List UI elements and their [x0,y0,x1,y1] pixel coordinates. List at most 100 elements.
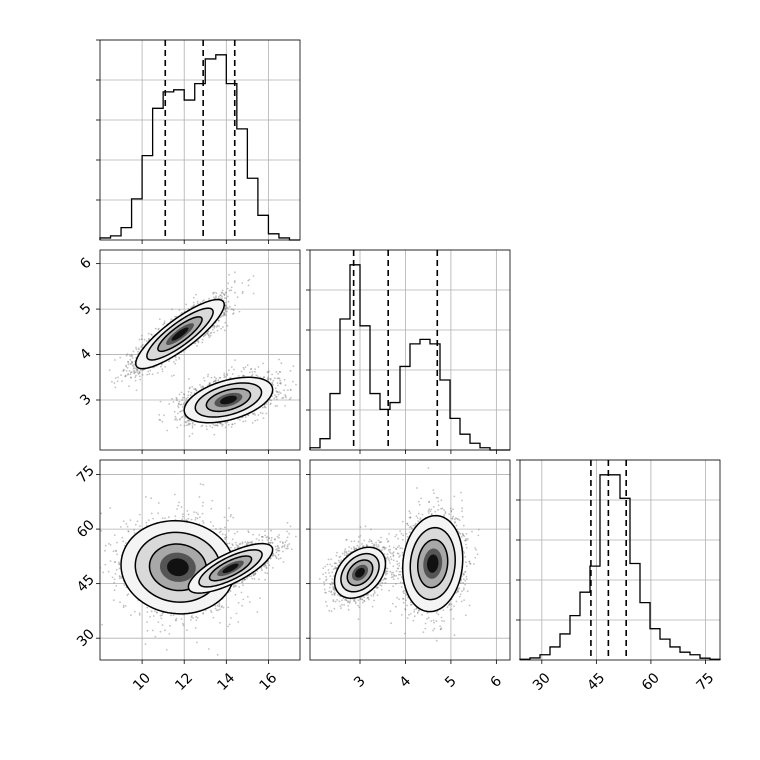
sample-point [130,361,133,364]
sample-point [276,391,279,393]
sample-point [139,369,142,371]
sample-point [227,282,230,285]
sample-point [169,624,171,627]
sample-point [134,367,137,370]
sample-point [272,380,275,382]
sample-point [127,373,129,376]
sample-point [187,390,190,393]
sample-point [142,369,145,371]
sample-point [275,390,278,392]
sample-point [216,424,218,427]
sample-point [223,372,226,375]
sample-point [207,330,210,333]
sample-point [232,308,234,311]
sample-point [154,635,157,638]
sample-point [242,420,245,423]
sample-point [120,374,122,376]
sample-point [152,629,154,632]
sample-point [285,396,287,399]
sample-point [269,377,272,380]
sample-point [191,426,194,429]
sample-point [177,403,180,405]
sample-point [226,324,229,327]
sample-point [256,375,259,378]
sample-point [223,516,226,519]
sample-point [163,320,166,323]
sample-point [266,377,269,380]
sample-point [263,406,266,409]
sample-point [242,366,245,369]
sample-point [267,378,269,381]
sample-point [219,316,222,319]
sample-point [214,379,217,382]
sample-point [125,365,128,368]
sample-point [263,376,265,379]
sample-point [118,563,121,566]
sample-point [125,364,127,367]
sample-point [117,376,119,379]
sample-point [163,322,166,325]
sample-point [178,309,181,311]
sample-point [252,275,255,277]
sample-point [212,291,215,294]
sample-point [161,370,164,373]
sample-point [194,342,197,345]
sample-point [215,296,217,299]
sample-point [185,400,188,402]
sample-point [186,424,188,427]
sample-point [202,335,205,338]
sample-point [136,520,139,523]
axes-frame [309,249,511,451]
sample-point [109,544,112,546]
sample-point [170,318,173,321]
sample-point [201,424,204,427]
sample-point [116,553,118,556]
sample-point [196,302,199,305]
sample-point [135,374,137,377]
sample-point [212,328,214,331]
sample-point [315,385,317,387]
sample-point [168,633,171,635]
sample-point [158,414,161,416]
sample-point [205,425,208,428]
sample-point [133,366,136,369]
sample-point [216,329,219,332]
sample-point [225,304,227,307]
sample-point [227,295,229,298]
sample-point [149,369,152,372]
sample-point [178,400,181,403]
sample-point [213,376,216,379]
sample-point [232,312,235,315]
sample-point [213,327,216,329]
sample-point [242,374,244,377]
sample-point [226,421,229,423]
sample-point [224,308,227,310]
sample-point [126,353,129,356]
sample-point [251,412,254,415]
sample-point [233,271,236,274]
sample-point [225,291,227,294]
sample-point [171,397,174,400]
sample-point [172,401,175,403]
sample-point [196,344,198,347]
sample-point [233,368,235,371]
sample-point [132,368,135,370]
sample-point [215,377,218,380]
sample-point [246,364,249,367]
sample-point [153,366,155,369]
sample-point [257,366,260,368]
sample-point [265,406,267,409]
sample-point [223,312,226,315]
sample-point [276,382,279,384]
sample-point [196,300,199,303]
sample-point [159,400,162,403]
sample-point [193,296,195,299]
sample-point [180,416,183,419]
sample-point [251,373,254,376]
sample-point [146,340,148,343]
sample-point [135,370,137,373]
sample-point [205,428,208,431]
sample-point [154,327,157,330]
sample-point [130,371,132,374]
